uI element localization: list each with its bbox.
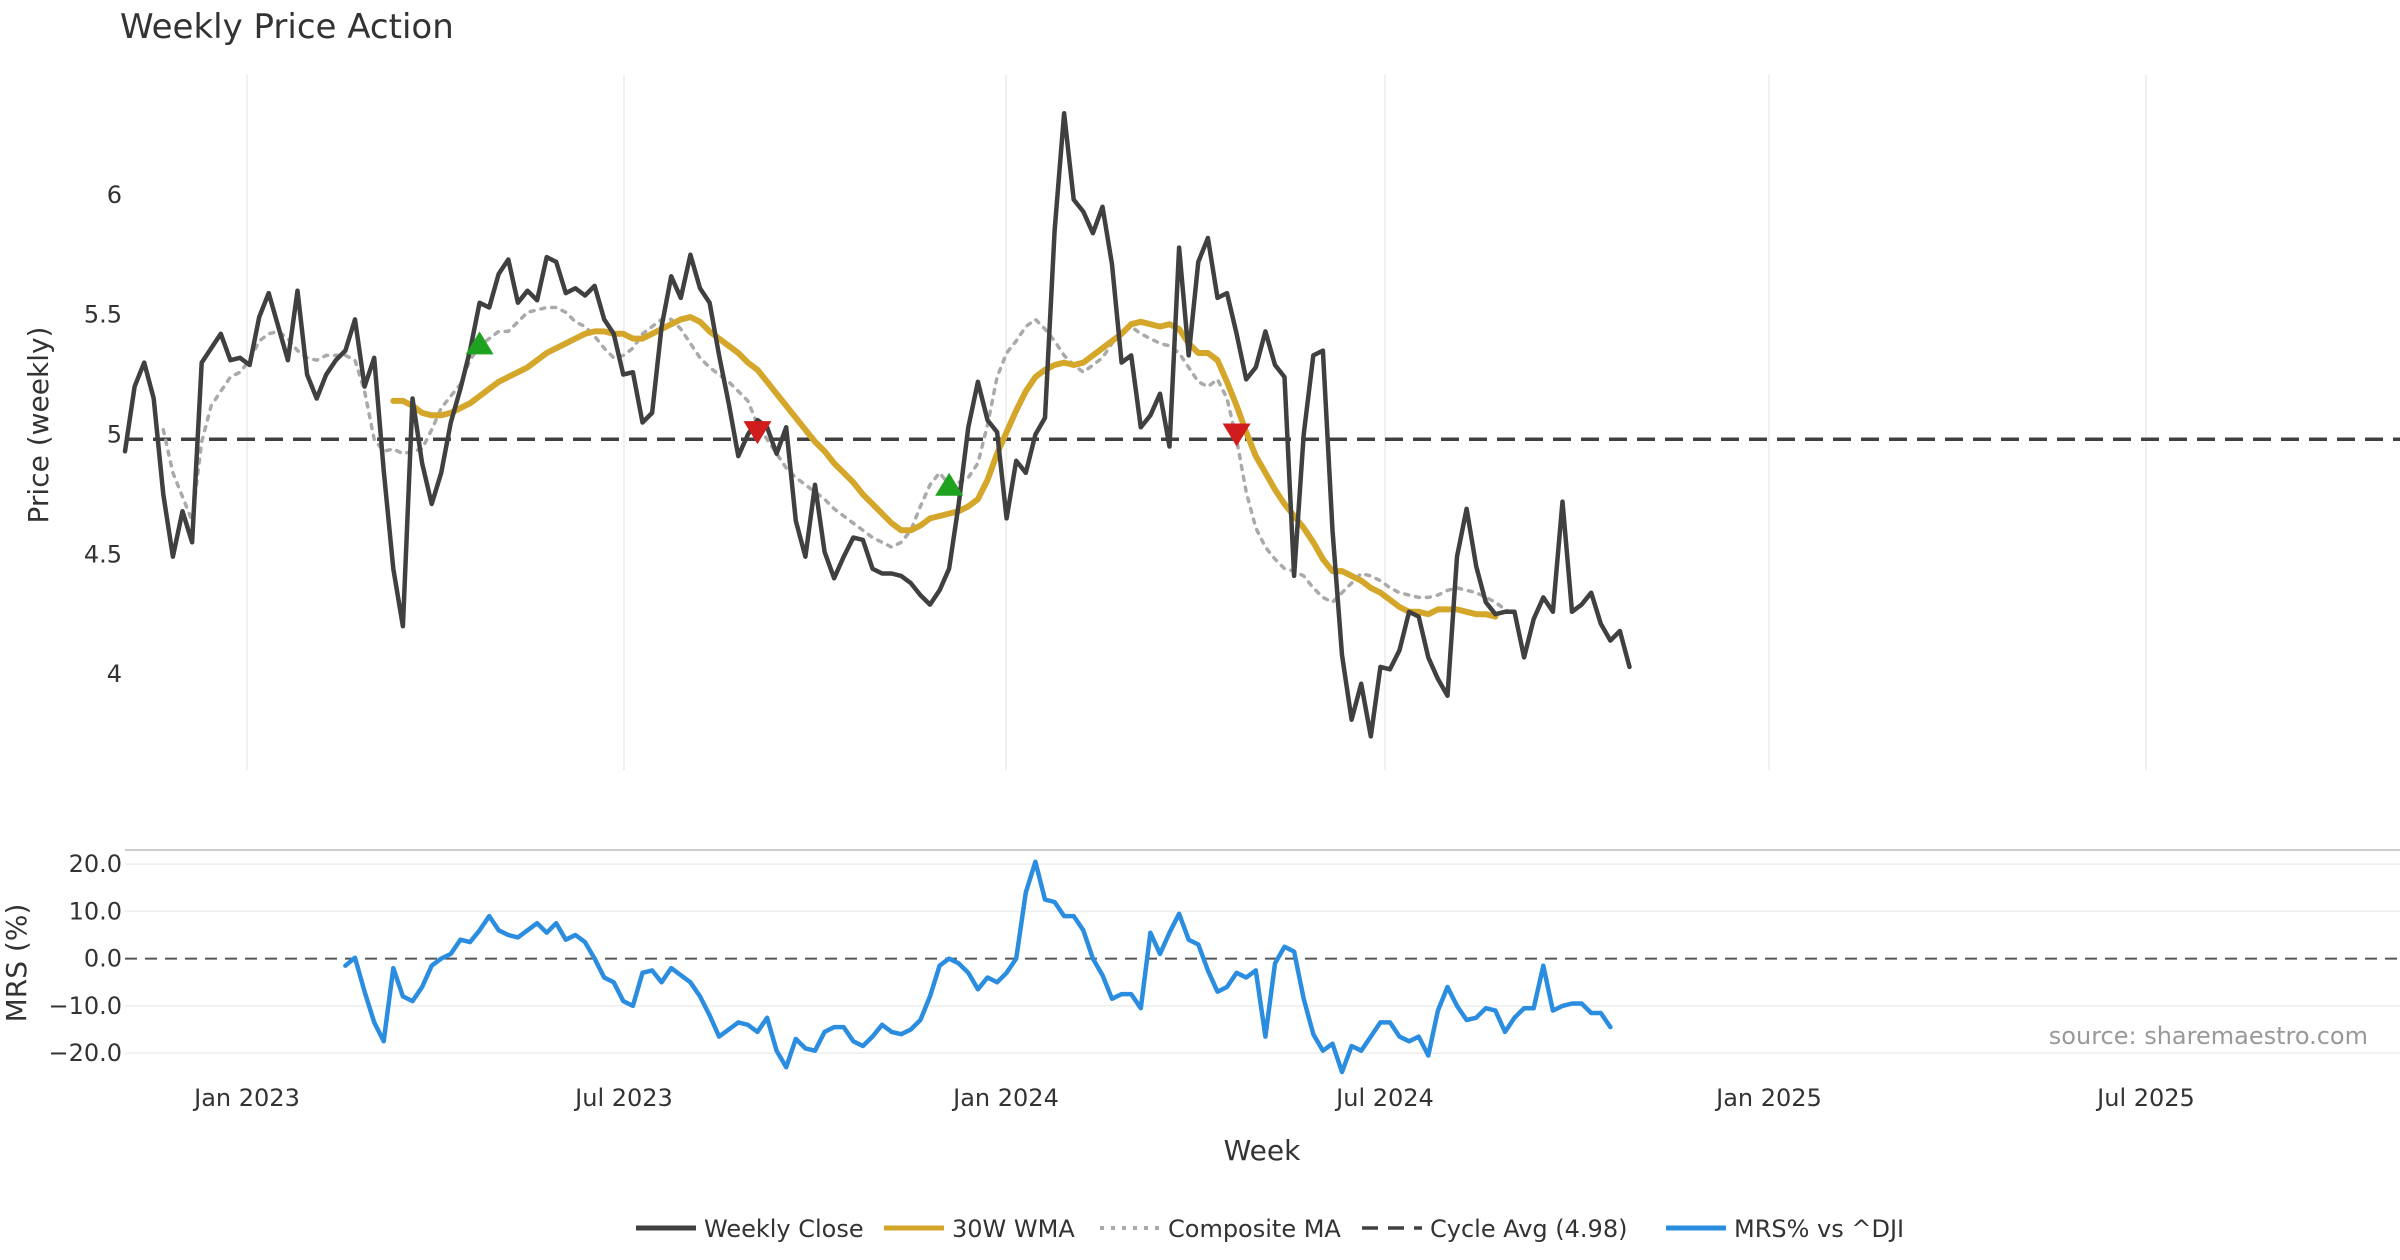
legend: Weekly Close 30W WMA Composite MA Cycle Avg… bbox=[636, 1215, 1904, 1243]
price-y-tick: 4.5 bbox=[84, 540, 122, 568]
chart-title: Weekly Price Action bbox=[120, 7, 454, 47]
x-tick-label: Jan 2023 bbox=[192, 1084, 300, 1112]
price-gridlines bbox=[246, 75, 2147, 770]
legend-item: 30W WMA bbox=[884, 1215, 1075, 1243]
source-watermark: source: sharemaestro.com bbox=[2049, 1022, 2368, 1050]
price-y-axis-label: Price (weekly) bbox=[22, 327, 55, 524]
mrs-y-tick: 20.0 bbox=[69, 850, 122, 878]
mrs-panel: 20.0 10.0 0.0 −10.0 −20.0 MRS (%) source: sh… bbox=[0, 849, 2400, 1075]
mrs-y-ticks: 20.0 10.0 0.0 −10.0 −20.0 bbox=[48, 850, 122, 1067]
buy-signal-marker bbox=[935, 472, 964, 496]
series-composite-ma bbox=[161, 305, 1517, 616]
price-y-tick: 5 bbox=[107, 420, 122, 448]
series-30w-wma bbox=[390, 314, 1499, 620]
legend-label: Composite MA bbox=[1168, 1215, 1341, 1243]
mrs-y-tick: −10.0 bbox=[48, 992, 122, 1020]
x-axis-label: Week bbox=[1224, 1134, 1301, 1167]
mrs-y-tick: 10.0 bbox=[69, 897, 122, 925]
legend-label: Weekly Close bbox=[704, 1215, 864, 1243]
legend-item: Cycle Avg (4.98) bbox=[1362, 1215, 1627, 1243]
sell-signal-marker bbox=[743, 421, 772, 445]
mrs-y-axis-label: MRS (%) bbox=[0, 904, 33, 1023]
x-tick-label: Jan 2024 bbox=[951, 1084, 1059, 1112]
price-series bbox=[122, 111, 1632, 739]
legend-item: Weekly Close bbox=[636, 1215, 864, 1243]
legend-item: MRS% vs ^DJI bbox=[1666, 1215, 1904, 1243]
price-y-tick: 4 bbox=[107, 660, 122, 688]
legend-label: 30W WMA bbox=[952, 1215, 1075, 1243]
x-tick-label: Jul 2025 bbox=[2095, 1084, 2195, 1112]
buy-signal-marker bbox=[465, 331, 494, 355]
mrs-y-tick: −20.0 bbox=[48, 1039, 122, 1067]
price-y-tick: 5.5 bbox=[84, 301, 122, 329]
x-axis-ticks: Jan 2023 Jul 2023 Jan 2024 Jul 2024 Jan 2025… bbox=[192, 1084, 2195, 1112]
mrs-series bbox=[343, 859, 1613, 1075]
legend-label: MRS% vs ^DJI bbox=[1734, 1215, 1904, 1243]
x-tick-label: Jul 2024 bbox=[1334, 1084, 1434, 1112]
price-y-ticks: 4 4.5 5 5.5 6 bbox=[84, 181, 122, 688]
sell-signal-marker bbox=[1222, 423, 1251, 447]
x-tick-label: Jul 2023 bbox=[573, 1084, 673, 1112]
legend-item: Composite MA bbox=[1100, 1215, 1341, 1243]
mrs-y-tick: 0.0 bbox=[84, 945, 122, 973]
series-mrs-vs-dji bbox=[343, 859, 1613, 1075]
price-y-tick: 6 bbox=[107, 181, 122, 209]
legend-label: Cycle Avg (4.98) bbox=[1430, 1215, 1627, 1243]
signal-markers bbox=[465, 331, 1251, 496]
price-panel: 4 4.5 5 5.5 6 Price (weekly) bbox=[22, 75, 2400, 770]
x-tick-label: Jan 2025 bbox=[1714, 1084, 1822, 1112]
series-weekly-close bbox=[122, 111, 1632, 739]
